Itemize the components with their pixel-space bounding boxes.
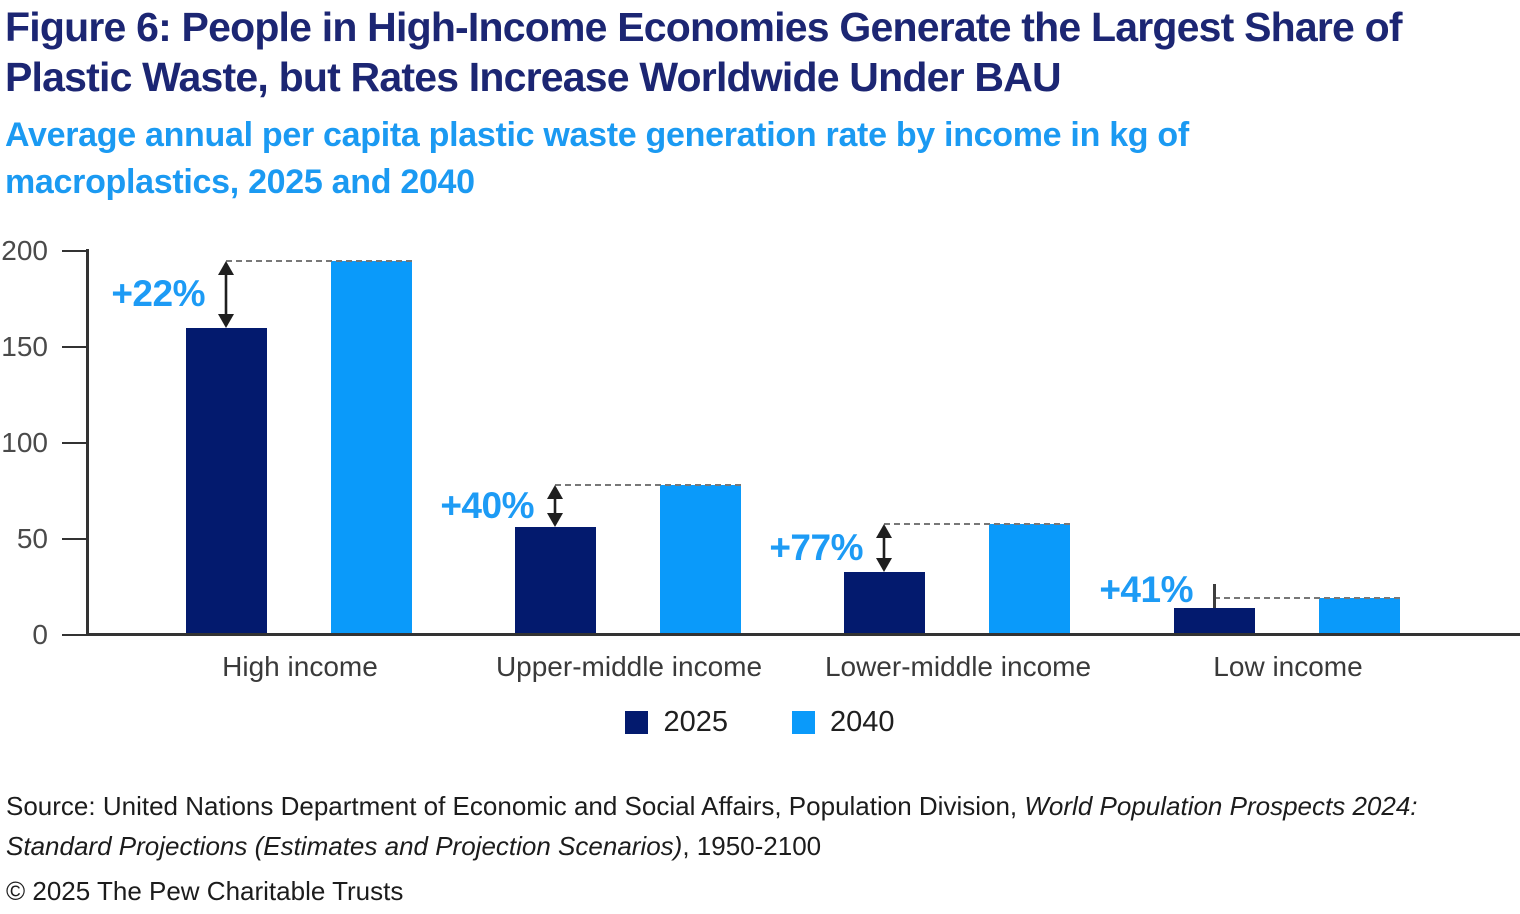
source-text-suffix: , 1950-2100 (682, 831, 822, 862)
y-axis-tick-label: 150 (1, 331, 48, 362)
increase-arrow-icon (874, 523, 894, 572)
y-axis-tick-label: 200 (1, 235, 48, 266)
legend-item-2025: 2025 (625, 706, 728, 739)
increase-dash-line (1214, 597, 1400, 600)
y-axis-tick-label: 100 (1, 427, 48, 458)
bar-lower-middle-income-2040 (989, 523, 1070, 633)
legend-label-2040: 2040 (830, 706, 895, 738)
figure-header: Figure 6: People in High-Income Economie… (5, 2, 1517, 206)
legend-item-2040: 2040 (792, 706, 895, 739)
legend-swatch-2025 (625, 711, 649, 734)
pct-change-label-upper-middle-income: +40% (440, 485, 534, 527)
category-label-upper-middle-income: Upper-middle income (495, 651, 763, 682)
bar-lower-middle-income-2025 (844, 571, 925, 633)
bar-high-income-2025 (186, 327, 267, 633)
pct-change-label-low-income: +41% (1099, 569, 1193, 611)
increase-dash-line (884, 522, 1070, 525)
category-label-low-income: Low income (1213, 651, 1363, 682)
y-axis-tick (62, 633, 86, 636)
bar-chart: 0 50 100 150 200 +22% High income +40% Upper-mid… (0, 230, 1520, 700)
y-axis-tick-label: 0 (32, 619, 48, 650)
y-axis-tick (62, 249, 86, 252)
increase-connector-line (1213, 584, 1216, 609)
y-axis-tick (62, 537, 86, 540)
increase-dash-line (555, 484, 741, 487)
legend-swatch-2040 (792, 711, 815, 734)
bar-low-income-2025 (1174, 608, 1255, 633)
increase-dash-line (226, 259, 412, 262)
source-text: Source: United Nations Department of Eco… (6, 791, 1025, 821)
pct-change-label-high-income: +22% (111, 273, 205, 315)
y-axis-line (86, 249, 89, 636)
copyright-note: © 2025 The Pew Charitable Trusts (6, 876, 404, 906)
category-label-high-income: High income (222, 651, 378, 682)
source-note: Source: United Nations Department of Eco… (6, 786, 1496, 867)
figure-title: Figure 6: People in High-Income Economie… (5, 4, 1403, 101)
increase-arrow-icon (545, 485, 565, 528)
category-label-lower-middle-income: Lower-middle income (824, 651, 1092, 682)
pct-change-label-lower-middle-income: +77% (769, 526, 863, 568)
source-text-italic: World Population Prospects 2024: Standar… (6, 791, 1418, 862)
bar-upper-middle-income-2025 (515, 527, 596, 633)
increase-arrow-icon (216, 260, 236, 328)
bar-upper-middle-income-2040 (660, 485, 741, 633)
x-axis-line (86, 633, 1520, 636)
y-axis-tick-label: 50 (16, 523, 48, 554)
y-axis-tick (62, 441, 86, 444)
chart-legend: 2025 2040 (0, 706, 1520, 739)
y-axis-tick (62, 345, 86, 348)
bar-low-income-2040 (1319, 598, 1400, 633)
legend-label-2025: 2025 (663, 706, 728, 738)
figure-subtitle: Average annual per capita plastic waste … (5, 116, 1189, 201)
bar-high-income-2040 (331, 260, 412, 633)
